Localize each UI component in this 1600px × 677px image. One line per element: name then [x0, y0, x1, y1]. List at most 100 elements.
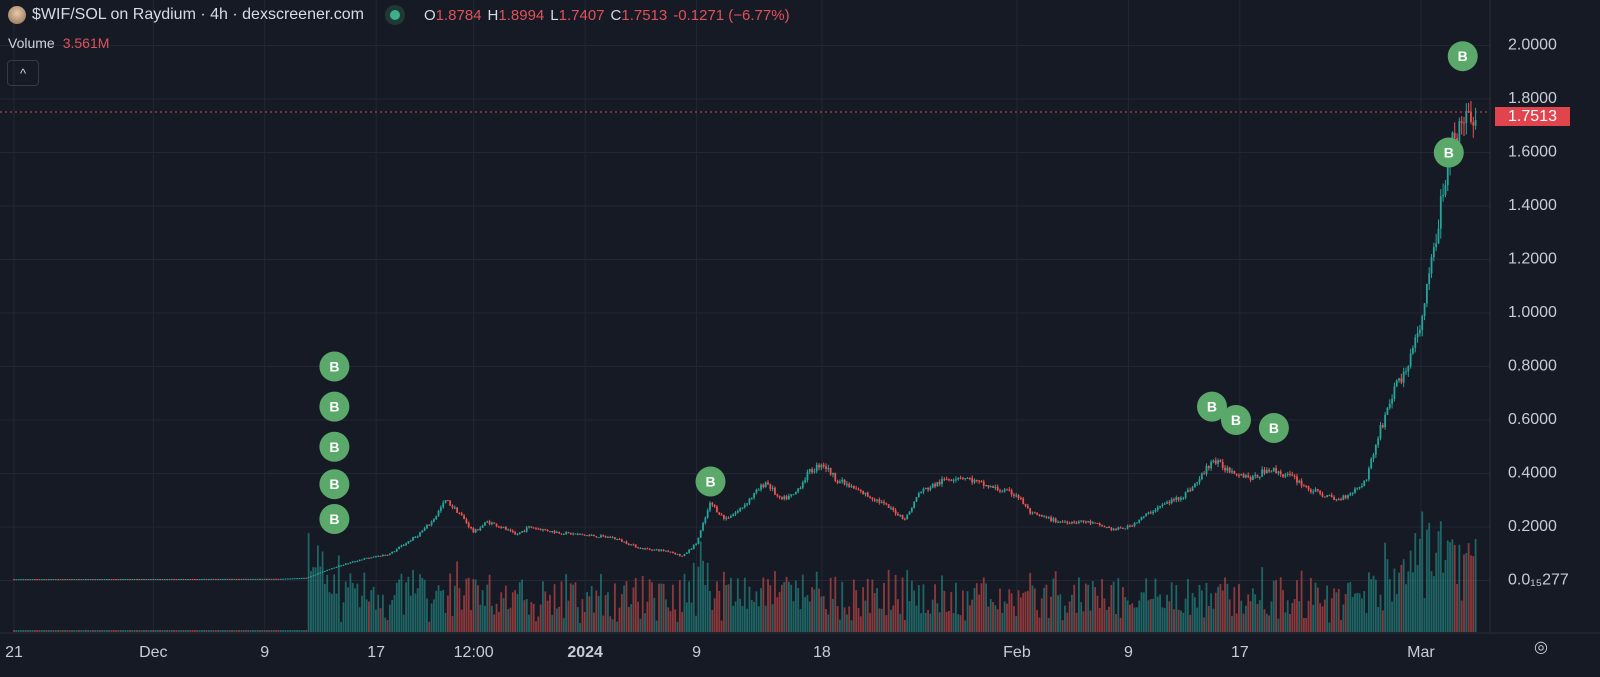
candle-body [878, 499, 881, 503]
candle-body [871, 497, 874, 500]
candle-body [1166, 502, 1168, 504]
volume-bar [848, 606, 851, 632]
candle-body [398, 546, 401, 550]
candle-body [1333, 496, 1335, 500]
candle-body [1395, 380, 1398, 387]
volume-bar [1047, 618, 1050, 632]
volume-bar [333, 574, 336, 632]
volume-bar [131, 630, 134, 632]
volume-bar [1323, 599, 1326, 632]
volume-bar [1087, 584, 1090, 632]
x-tick-label: 21 [5, 644, 23, 661]
volume-bar [1057, 595, 1059, 632]
candle-body [1175, 497, 1178, 501]
candle-body [1203, 473, 1206, 475]
candle-body [825, 466, 827, 469]
candle-body [957, 477, 960, 480]
volume-bar [869, 612, 871, 632]
volume-bar [1340, 619, 1342, 632]
candle-body [941, 479, 943, 485]
candle-body [1270, 471, 1273, 473]
chart-header: $WIF/SOL on Raydium · 4h · dexscreener.c… [8, 6, 790, 24]
volume-bar [101, 630, 104, 632]
volume-bar [272, 630, 275, 632]
volume-bar [481, 590, 484, 632]
candle-body [1031, 512, 1034, 514]
volume-bar [504, 585, 507, 632]
candle-body [748, 498, 751, 504]
volume-bar [595, 590, 598, 632]
volume-bar [1337, 589, 1340, 632]
candle-body [201, 578, 203, 580]
volume-bar [64, 630, 66, 632]
candle-body [1405, 371, 1407, 373]
volume-bar [676, 621, 679, 632]
volume-bar [938, 612, 941, 632]
y-tick-label: 2.0000 [1508, 37, 1557, 54]
candle-body [175, 578, 178, 580]
candle-body [1258, 476, 1261, 478]
volume-bar [1335, 592, 1338, 632]
candle-body [191, 578, 194, 580]
volume-bar [1091, 580, 1094, 632]
volume-bar [1319, 603, 1322, 632]
candle-body [1154, 509, 1157, 512]
candle-body [1249, 476, 1252, 480]
volume-bar [419, 574, 421, 632]
candle-body [112, 579, 115, 581]
volume-bar [472, 579, 475, 632]
volume-bar [948, 611, 950, 632]
volume-bar [1242, 613, 1245, 632]
volume-bar [961, 590, 964, 632]
volume-bar [678, 580, 681, 632]
candle-body [1129, 525, 1131, 527]
candle-body [22, 579, 25, 581]
candle-body [170, 578, 173, 580]
candle-body [497, 526, 500, 528]
volume-bar [850, 620, 853, 632]
volume-bar [1184, 598, 1187, 632]
candle-body [333, 567, 336, 569]
volume-bar [1333, 588, 1335, 632]
volume-bar [377, 594, 380, 632]
volume-bar [1240, 600, 1243, 632]
high-value: 1.8994 [498, 6, 545, 24]
collapse-legend-button[interactable]: ^ [7, 60, 39, 86]
volume-bar [695, 615, 697, 632]
volume-bar [435, 590, 438, 632]
volume-bar [456, 561, 459, 632]
volume-bar [256, 630, 259, 632]
x-tick-label: 17 [1231, 644, 1249, 661]
volume-bar [1219, 583, 1222, 632]
volume-bar [161, 630, 164, 632]
candle-body [929, 487, 932, 490]
volume-bar [581, 599, 584, 632]
volume-bar [778, 591, 781, 632]
volume-bar [790, 584, 793, 632]
candle-body [1170, 499, 1173, 504]
volume-bar [753, 601, 755, 632]
volume-bar [866, 578, 869, 632]
volume-bar [999, 588, 1001, 632]
candle-body [1303, 485, 1305, 487]
volume-bar [1453, 544, 1456, 632]
volume-bar [85, 630, 87, 632]
volume-bar [936, 603, 939, 632]
candle-body [1006, 489, 1008, 491]
y-tick-label: 1.2000 [1508, 251, 1557, 268]
volume-bar [235, 630, 238, 632]
volume-bar [1405, 584, 1407, 632]
candle-body [460, 513, 463, 516]
eye-settings-icon[interactable]: ◎ [1534, 639, 1548, 656]
candle-body [808, 469, 811, 472]
candle-body [91, 579, 94, 581]
candle-body [665, 550, 667, 552]
volume-bar [117, 630, 120, 632]
candle-body [569, 532, 572, 535]
volume-bar [716, 581, 718, 632]
candle-body [523, 531, 526, 533]
volume-bar [395, 582, 398, 632]
candle-body [551, 530, 554, 532]
